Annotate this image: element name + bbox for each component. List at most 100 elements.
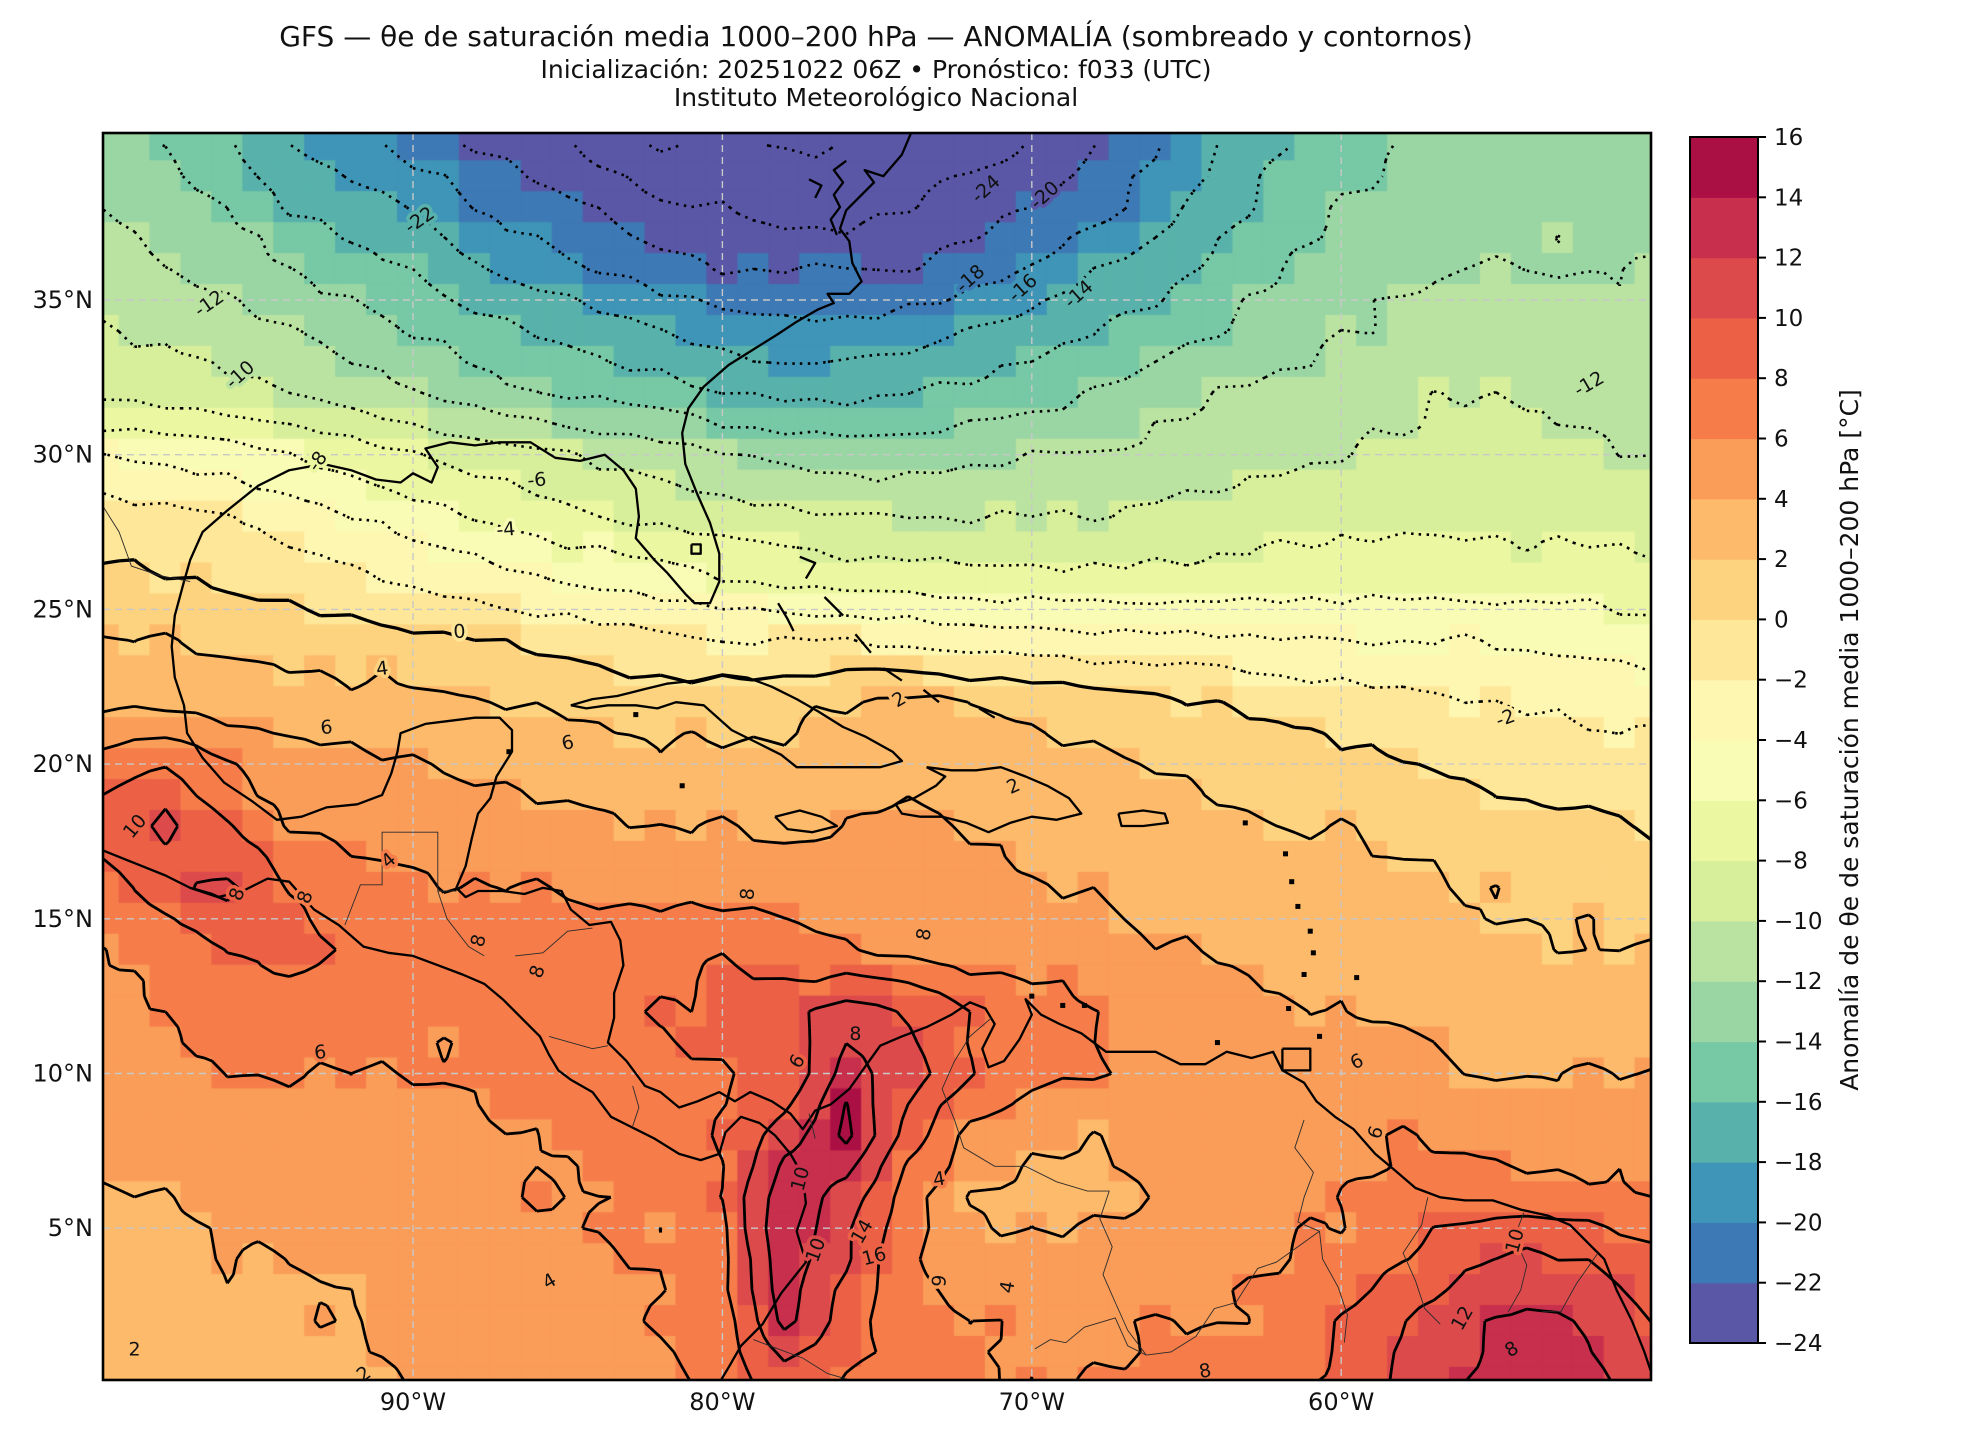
coastline <box>922 688 940 704</box>
contour-label: -16 <box>1004 270 1042 307</box>
colorbar-segment <box>1690 498 1758 560</box>
contour-label: 4 <box>931 1167 947 1191</box>
island-dot <box>1060 1002 1066 1008</box>
contour-line-6 <box>103 736 1651 1380</box>
contour-label: -12 <box>190 286 228 322</box>
colorbar-tick-label: 10 <box>1774 306 1803 332</box>
contour-line--26 <box>648 144 836 159</box>
contour-line--2 <box>103 492 1651 735</box>
colorbar-segment <box>1690 740 1758 801</box>
colorbar-segment <box>1690 378 1758 440</box>
contour-label: 10 <box>787 1164 815 1193</box>
island-dot <box>633 712 639 718</box>
coastline <box>182 133 913 605</box>
contour-label: 10 <box>119 810 151 843</box>
contour-line--20 <box>384 144 1162 323</box>
coastline <box>823 596 844 617</box>
contour-label: 4 <box>377 848 400 873</box>
island-dot <box>1289 879 1295 885</box>
island-dot <box>1307 928 1313 934</box>
coastline <box>1117 809 1170 828</box>
island-dot <box>506 749 512 755</box>
contour-label: 2 <box>1003 774 1023 799</box>
country-border <box>632 1085 640 1127</box>
contour-label: 2 <box>353 1362 376 1387</box>
contour-label: 8 <box>1501 1337 1522 1362</box>
contour-label: 6 <box>785 1051 810 1072</box>
coastline <box>570 673 904 769</box>
country-border <box>548 1035 608 1050</box>
colorbar-segment <box>1690 317 1758 379</box>
colorbar-segment <box>1690 800 1758 862</box>
contour-label: -10 <box>221 356 259 393</box>
contour-line--8 <box>103 398 1651 574</box>
contour-label: -14 <box>1060 276 1098 313</box>
contour-label: 9 <box>928 1274 951 1288</box>
lon-tick-label: 80°W <box>689 1388 755 1416</box>
contour-label: -24 <box>967 171 1005 208</box>
colorbar-segment <box>1690 257 1758 319</box>
contour-label: 6 <box>319 716 333 739</box>
contour-label: 4 <box>996 1279 1020 1295</box>
country-border <box>1034 1317 1147 1356</box>
lon-tick-label: 60°W <box>1308 1388 1374 1416</box>
colorbar-segment <box>1690 197 1758 259</box>
contour-line--12 <box>103 208 1651 483</box>
country-border <box>344 831 457 926</box>
contour-line--14 <box>162 144 1395 438</box>
contour-line--24 <box>573 144 1026 236</box>
colorbar-segment <box>1690 1041 1758 1103</box>
coastline <box>882 667 903 682</box>
island-dot <box>1286 1006 1292 1012</box>
contour-label: 2 <box>888 687 909 712</box>
contour-line--4 <box>103 452 1651 673</box>
map-plot-area: -22-24 -20-18 -16 -14-12-12-10-8-6-4-202222… <box>103 133 1651 1387</box>
contour-line-4 <box>103 705 1651 1380</box>
island-dot <box>1242 820 1248 826</box>
colorbar-segment <box>1690 137 1758 198</box>
island-dot <box>1081 1002 1087 1008</box>
colorbar-tick-label: −6 <box>1774 788 1808 814</box>
coastline <box>808 178 823 199</box>
lat-tick-label: 10°N <box>33 1060 94 1088</box>
lat-tick-label: 20°N <box>33 750 94 778</box>
country-border <box>103 507 191 583</box>
contour-label: -4 <box>495 518 516 542</box>
colorbar-segment <box>1690 438 1758 500</box>
contour-line--18 <box>290 144 1219 365</box>
coastline <box>774 809 839 834</box>
colorbar-segment <box>1690 860 1758 922</box>
coastline <box>1281 1047 1312 1072</box>
country-border <box>437 890 485 957</box>
lat-tick-label: 35°N <box>33 286 94 314</box>
contour-label: 10 <box>1501 1226 1529 1255</box>
colorbar-segment <box>1690 1162 1758 1223</box>
island-dot <box>1310 950 1316 956</box>
colorbar-segment <box>1690 679 1758 741</box>
contour-label: 6 <box>1363 1123 1388 1142</box>
contour-label: -2 <box>1493 705 1518 732</box>
island-dot <box>1214 1040 1220 1046</box>
contour-label: 4 <box>375 657 390 680</box>
contour-line--16 <box>233 144 1293 407</box>
colorbar-segment <box>1690 920 1758 982</box>
contour-label: 8 <box>849 1023 861 1045</box>
coastline <box>103 849 808 1380</box>
coastline <box>777 602 795 632</box>
lat-tick-label: 15°N <box>33 905 94 933</box>
colorbar-segment <box>1690 559 1758 620</box>
island-dot <box>1295 903 1301 909</box>
colorbar-tick-label: 6 <box>1774 427 1789 453</box>
contour-line--22 <box>462 144 1096 276</box>
coastline <box>894 766 1083 834</box>
contour-label: 8 <box>736 887 759 901</box>
colorbar-tick-label: −2 <box>1774 668 1808 694</box>
colorbar-tick-label: 0 <box>1774 607 1789 633</box>
contour-label: 8 <box>525 962 550 981</box>
island-dot <box>1283 851 1289 857</box>
island-dot <box>1029 993 1035 999</box>
contour-label: 4 <box>539 1269 560 1294</box>
colorbar-tick-label: −24 <box>1774 1331 1823 1357</box>
